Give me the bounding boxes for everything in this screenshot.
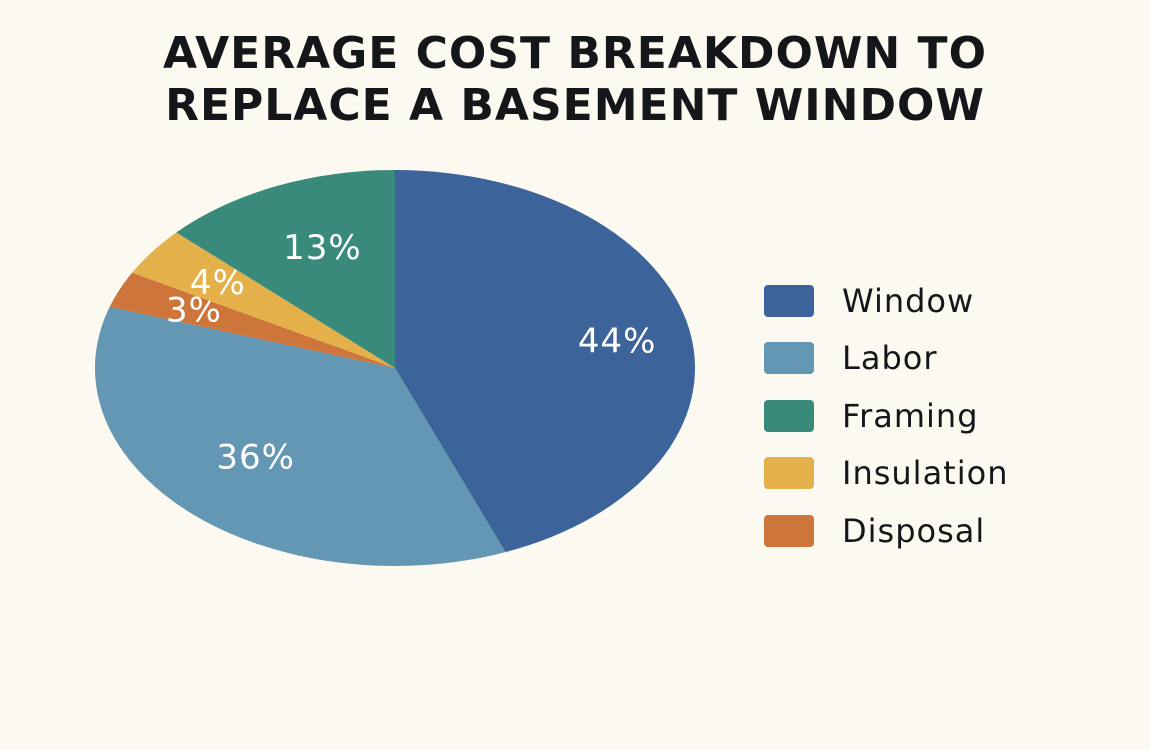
legend-swatch-framing: [764, 399, 814, 432]
chart-title-line-1: AVERAGE COST BREAKDOWN TO: [163, 28, 987, 79]
legend: Window Labor Framing Insulation Disposal: [764, 272, 1008, 560]
pie-slice-labor: [94, 306, 506, 567]
slice-label-insulation: 4%: [190, 263, 246, 303]
legend-item-insulation: Insulation: [764, 445, 1008, 503]
legend-swatch-window: [764, 284, 814, 317]
legend-swatch-labor: [764, 342, 814, 375]
pie-slice-disposal: [109, 272, 396, 368]
legend-item-framing: Framing: [764, 387, 1008, 445]
legend-label-window: Window: [842, 281, 975, 320]
legend-item-disposal: Disposal: [764, 502, 1008, 560]
pie-slice-insulation: [132, 232, 396, 368]
slice-label-labor: 36%: [216, 438, 295, 478]
chart-title-line-2: REPLACE A BASEMENT WINDOW: [165, 80, 985, 131]
legend-item-window: Window: [764, 272, 1008, 330]
legend-label-insulation: Insulation: [842, 454, 1009, 493]
pie-slice-framing: [176, 170, 395, 368]
legend-item-labor: Labor: [764, 330, 1008, 388]
legend-swatch-insulation: [764, 457, 814, 490]
legend-label-labor: Labor: [842, 339, 938, 378]
slice-label-window: 44%: [578, 321, 657, 361]
legend-label-disposal: Disposal: [842, 511, 986, 550]
chart-title: AVERAGE COST BREAKDOWN TO REPLACE A BASE…: [0, 28, 1150, 132]
pie-slice-window: [395, 169, 696, 553]
legend-swatch-disposal: [764, 514, 814, 547]
legend-label-framing: Framing: [842, 396, 979, 435]
slice-label-framing: 13%: [283, 228, 362, 268]
